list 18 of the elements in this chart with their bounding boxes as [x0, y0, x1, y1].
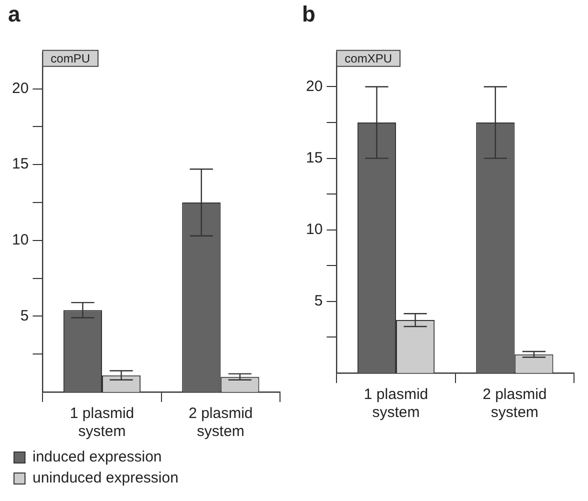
y-tick-label: 10 [306, 221, 323, 238]
y-tick-label: 5 [20, 307, 29, 324]
annotation: comXPU [344, 52, 392, 66]
x-tick-label: 2 plasmid system [482, 386, 547, 422]
annotation: comPU [50, 52, 90, 66]
x-tick-label: 2 plasmid system [188, 405, 253, 440]
y-tick-label: 20 [12, 80, 29, 97]
y-tick-label: 15 [306, 149, 323, 166]
legend-label: uninduced expression [32, 470, 178, 487]
x-tick-label: 1 plasmid system [70, 405, 134, 440]
y-tick-label: 10 [12, 232, 29, 249]
chart-title: b [302, 1, 316, 26]
chart-title: a [8, 1, 21, 26]
legend-label: induced expression [32, 448, 162, 466]
y-tick-label: 15 [12, 156, 29, 173]
x-tick-label: 1 plasmid system [364, 386, 428, 422]
y-tick-label: 20 [306, 78, 323, 95]
y-tick-label: 5 [314, 292, 323, 310]
